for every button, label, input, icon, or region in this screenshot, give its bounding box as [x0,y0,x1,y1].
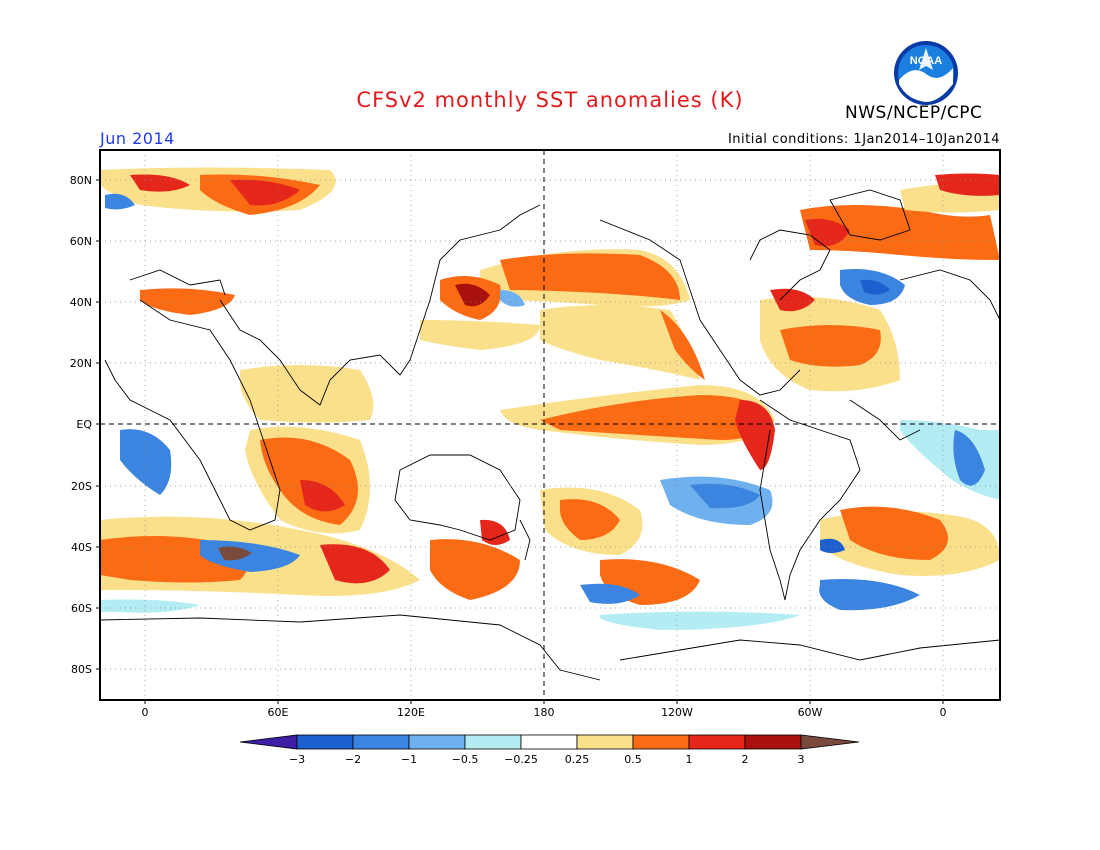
colorbar-over-triangle [800,734,860,750]
colorbar-tick-label: 0.5 [624,753,642,766]
colorbar-swatch [744,734,802,750]
lat-label-80s: 80S [71,663,92,676]
lon-label-120w: 120W [661,706,693,719]
south-indian-extreme-warm [218,546,252,561]
colorbar-swatch [688,734,746,750]
colorbar-swatch [520,734,578,750]
colorbar-tick-label: 0.25 [564,753,590,766]
colorbar-tick-label: −0.25 [504,753,538,766]
lat-label-80n: 80N [69,174,92,187]
map-frame [99,149,1001,701]
colorbar-tick-label: 1 [685,753,693,766]
axis-ticks [96,179,944,704]
colorbar-tick-label: 3 [797,753,805,766]
map-gridlines [100,150,1000,700]
colorbar-tick-label: −0.5 [451,753,479,766]
lat-label-eq: EQ [76,418,92,431]
lat-label-40n: 40N [69,296,92,309]
colorbar-swatch [352,734,410,750]
chart-title: CFSv2 monthly SST anomalies (K) [356,88,744,112]
colorbar-swatch [296,734,354,750]
colorbar-tick-label: −2 [344,753,362,766]
lat-label-60n: 60N [69,235,92,248]
colorbar-under-triangle [239,734,298,750]
equator-dateline [100,150,1000,700]
colorbar-tick-label: 2 [741,753,749,766]
lat-label-20s: 20S [71,480,92,493]
colorbar [239,734,860,750]
anomaly-field [100,150,1000,700]
lon-label-60e: 60E [267,706,289,719]
colorbar-swatch [408,734,466,750]
noaa-logo: NOAA [894,41,958,105]
colorbar-swatch [576,734,634,750]
lat-label-40s: 40S [71,541,92,554]
colorbar-tick-label: −3 [288,753,306,766]
logo-text: NOAA [910,55,942,67]
lon-label-120e: 120E [397,706,425,719]
lat-label-20n: 20N [69,357,92,370]
colorbar-tick-label: −1 [400,753,418,766]
lon-label-0-east: 0 [939,706,947,719]
initial-conditions-label: Initial conditions: 1Jan2014–10Jan2014 [727,132,1000,147]
colorbar-swatch [464,734,522,750]
lon-label-60w: 60W [797,706,823,719]
north-pacific-warm-core [500,253,680,300]
lat-label-60s: 60S [71,602,92,615]
lon-label-0: 0 [141,706,149,719]
equatorial-pacific-warm-core [540,395,770,440]
month-label: Jun 2014 [100,129,175,148]
agency-label: NWS/NCEP/CPC [845,103,983,123]
coastlines [99,189,1001,681]
lon-label-180: 180 [533,706,555,719]
colorbar-swatch [632,734,690,750]
